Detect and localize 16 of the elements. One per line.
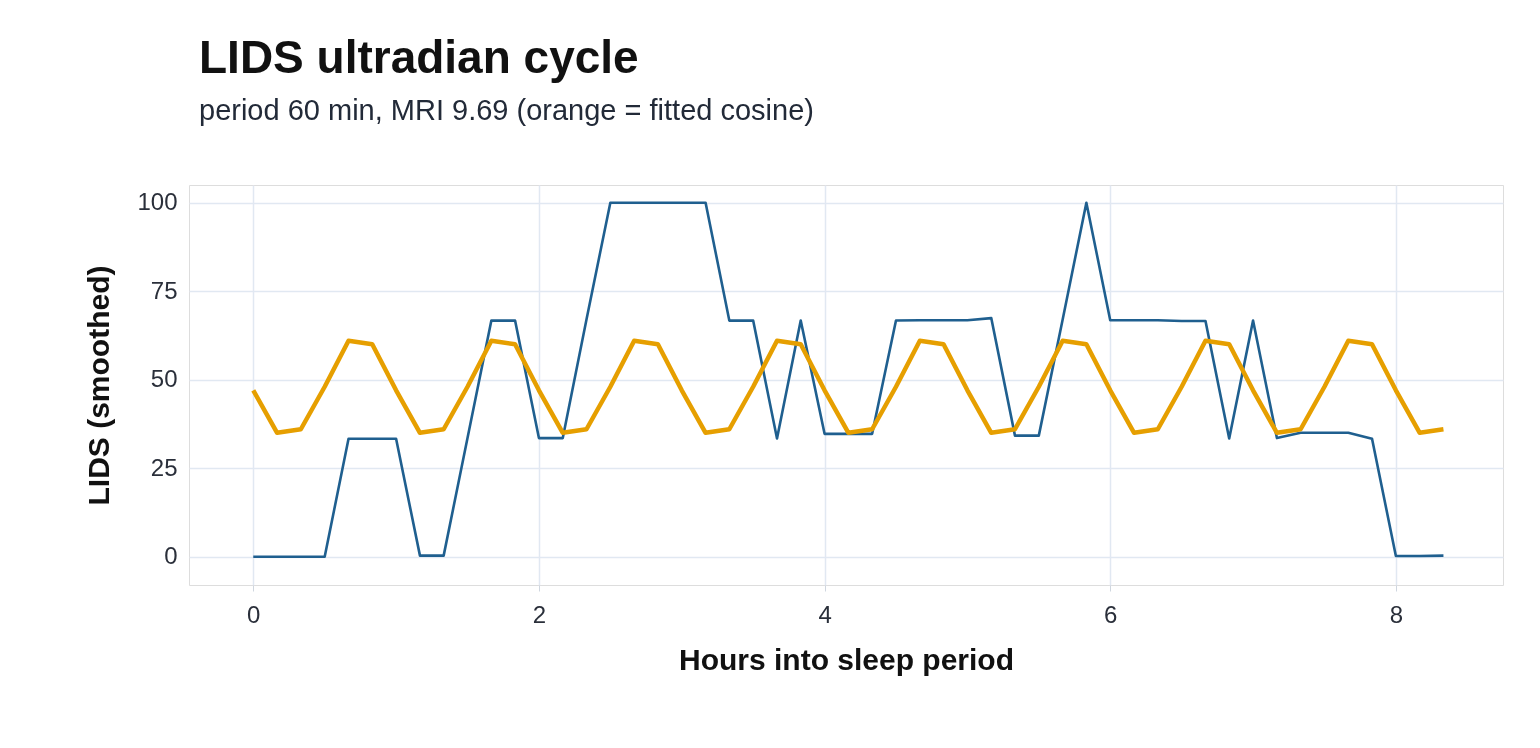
x-tick-label: 2 bbox=[532, 600, 547, 628]
chart-title: LIDS ultradian cycle bbox=[199, 31, 639, 83]
chart-subtitle: period 60 min, MRI 9.69 (orange = fitted cosine) bbox=[199, 94, 814, 126]
x-axis-title: Hours into sleep period bbox=[678, 642, 1015, 676]
line-series bbox=[251, 201, 1445, 558]
x-tick-label: 6 bbox=[1104, 600, 1118, 628]
y-tick-label: 0 bbox=[164, 542, 178, 570]
y-tick-label: 50 bbox=[150, 365, 178, 393]
y-tick-label: 75 bbox=[150, 276, 178, 304]
x-tick-label: 4 bbox=[818, 600, 832, 628]
x-tick-label: 0 bbox=[247, 600, 261, 628]
y-axis-title: LIDS (smoothed) bbox=[82, 265, 116, 506]
line-series bbox=[251, 338, 1446, 436]
y-tick-label: 100 bbox=[137, 188, 178, 216]
y-tick-label: 25 bbox=[150, 453, 178, 481]
x-tick-label: 8 bbox=[1389, 600, 1404, 628]
